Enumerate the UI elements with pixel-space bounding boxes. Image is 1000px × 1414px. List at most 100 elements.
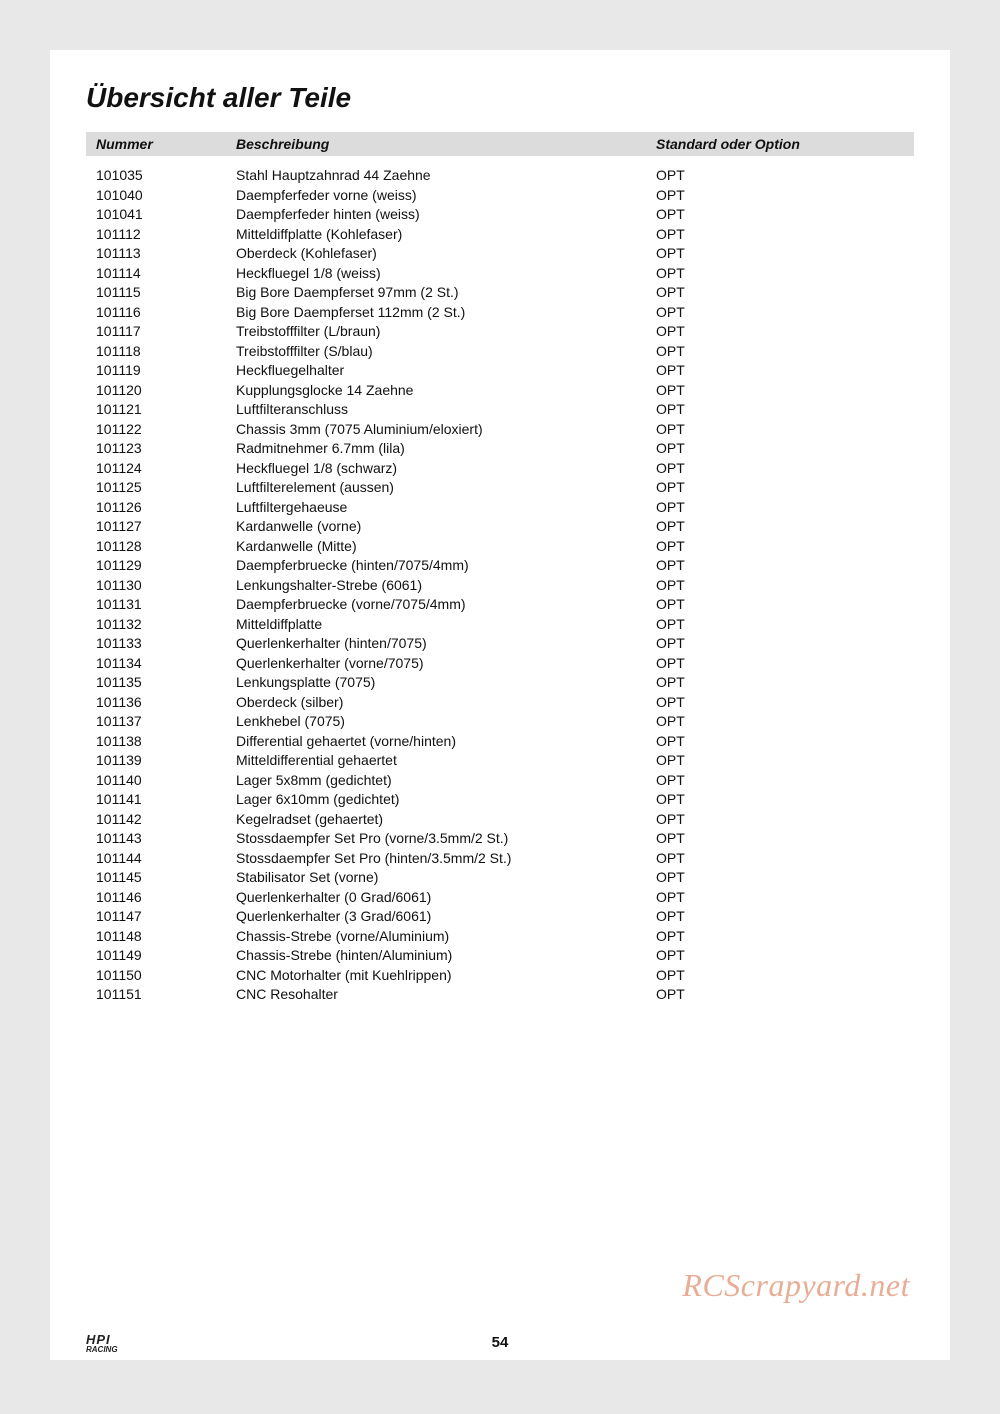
table-row: 101114Heckfluegel 1/8 (weiss)OPT [86, 264, 914, 284]
cell-nummer: 101118 [86, 342, 236, 362]
cell-beschreibung: Heckfluegelhalter [236, 361, 656, 381]
cell-option: OPT [656, 595, 906, 615]
table-row: 101151CNC ResohalterOPT [86, 985, 914, 1005]
cell-option: OPT [656, 810, 906, 830]
cell-beschreibung: Kardanwelle (Mitte) [236, 537, 656, 557]
cell-option: OPT [656, 381, 906, 401]
cell-beschreibung: Chassis-Strebe (vorne/Aluminium) [236, 927, 656, 947]
cell-option: OPT [656, 186, 906, 206]
brand-logo: HPI RACING [86, 1332, 118, 1354]
cell-nummer: 101134 [86, 654, 236, 674]
cell-option: OPT [656, 576, 906, 596]
cell-beschreibung: Kegelradset (gehaertet) [236, 810, 656, 830]
cell-beschreibung: Differential gehaertet (vorne/hinten) [236, 732, 656, 752]
cell-nummer: 101127 [86, 517, 236, 537]
cell-option: OPT [656, 829, 906, 849]
cell-option: OPT [656, 654, 906, 674]
cell-nummer: 101035 [86, 166, 236, 186]
table-row: 101146Querlenkerhalter (0 Grad/6061)OPT [86, 888, 914, 908]
table-row: 101041Daempferfeder hinten (weiss)OPT [86, 205, 914, 225]
cell-option: OPT [656, 868, 906, 888]
cell-nummer: 101132 [86, 615, 236, 635]
cell-nummer: 101130 [86, 576, 236, 596]
cell-beschreibung: Chassis-Strebe (hinten/Aluminium) [236, 946, 656, 966]
table-row: 101126LuftfiltergehaeuseOPT [86, 498, 914, 518]
cell-beschreibung: Oberdeck (silber) [236, 693, 656, 713]
table-row: 101125Luftfilterelement (aussen)OPT [86, 478, 914, 498]
cell-nummer: 101142 [86, 810, 236, 830]
header-nummer: Nummer [86, 136, 236, 152]
cell-beschreibung: Mitteldifferential gehaertet [236, 751, 656, 771]
cell-nummer: 101141 [86, 790, 236, 810]
content-area: Übersicht aller Teile Nummer Beschreibun… [50, 50, 950, 1005]
cell-option: OPT [656, 888, 906, 908]
table-row: 101133Querlenkerhalter (hinten/7075)OPT [86, 634, 914, 654]
cell-option: OPT [656, 205, 906, 225]
cell-beschreibung: Big Bore Daempferset 97mm (2 St.) [236, 283, 656, 303]
cell-beschreibung: Oberdeck (Kohlefaser) [236, 244, 656, 264]
cell-option: OPT [656, 946, 906, 966]
cell-option: OPT [656, 478, 906, 498]
cell-nummer: 101115 [86, 283, 236, 303]
cell-beschreibung: Daempferfeder hinten (weiss) [236, 205, 656, 225]
table-row: 101129Daempferbruecke (hinten/7075/4mm)O… [86, 556, 914, 576]
cell-beschreibung: Big Bore Daempferset 112mm (2 St.) [236, 303, 656, 323]
cell-beschreibung: Heckfluegel 1/8 (weiss) [236, 264, 656, 284]
cell-beschreibung: Stabilisator Set (vorne) [236, 868, 656, 888]
cell-nummer: 101140 [86, 771, 236, 791]
cell-nummer: 101136 [86, 693, 236, 713]
cell-nummer: 101138 [86, 732, 236, 752]
table-row: 101113Oberdeck (Kohlefaser)OPT [86, 244, 914, 264]
table-row: 101112Mitteldiffplatte (Kohlefaser)OPT [86, 225, 914, 245]
cell-option: OPT [656, 361, 906, 381]
table-row: 101120Kupplungsglocke 14 ZaehneOPT [86, 381, 914, 401]
cell-option: OPT [656, 849, 906, 869]
cell-nummer: 101113 [86, 244, 236, 264]
table-row: 101142Kegelradset (gehaertet)OPT [86, 810, 914, 830]
cell-beschreibung: Querlenkerhalter (0 Grad/6061) [236, 888, 656, 908]
cell-beschreibung: Luftfilterelement (aussen) [236, 478, 656, 498]
cell-beschreibung: Chassis 3mm (7075 Aluminium/eloxiert) [236, 420, 656, 440]
cell-option: OPT [656, 790, 906, 810]
table-header-row: Nummer Beschreibung Standard oder Option [86, 132, 914, 156]
cell-option: OPT [656, 751, 906, 771]
cell-nummer: 101129 [86, 556, 236, 576]
cell-nummer: 101145 [86, 868, 236, 888]
table-row: 101138Differential gehaertet (vorne/hint… [86, 732, 914, 752]
cell-option: OPT [656, 556, 906, 576]
table-row: 101136Oberdeck (silber)OPT [86, 693, 914, 713]
table-row: 101135Lenkungsplatte (7075)OPT [86, 673, 914, 693]
cell-nummer: 101143 [86, 829, 236, 849]
cell-beschreibung: Radmitnehmer 6.7mm (lila) [236, 439, 656, 459]
cell-nummer: 101117 [86, 322, 236, 342]
cell-option: OPT [656, 517, 906, 537]
table-row: 101123Radmitnehmer 6.7mm (lila)OPT [86, 439, 914, 459]
table-row: 101143Stossdaempfer Set Pro (vorne/3.5mm… [86, 829, 914, 849]
cell-option: OPT [656, 732, 906, 752]
cell-beschreibung: Luftfilteranschluss [236, 400, 656, 420]
page-sheet: Übersicht aller Teile Nummer Beschreibun… [50, 50, 950, 1360]
cell-beschreibung: CNC Motorhalter (mit Kuehlrippen) [236, 966, 656, 986]
cell-beschreibung: Daempferbruecke (hinten/7075/4mm) [236, 556, 656, 576]
cell-option: OPT [656, 771, 906, 791]
cell-option: OPT [656, 166, 906, 186]
cell-nummer: 101128 [86, 537, 236, 557]
cell-beschreibung: Lenkungsplatte (7075) [236, 673, 656, 693]
cell-nummer: 101124 [86, 459, 236, 479]
table-row: 101141Lager 6x10mm (gedichtet)OPT [86, 790, 914, 810]
cell-beschreibung: Lenkungshalter-Strebe (6061) [236, 576, 656, 596]
cell-option: OPT [656, 322, 906, 342]
cell-option: OPT [656, 244, 906, 264]
table-row: 101122Chassis 3mm (7075 Aluminium/eloxie… [86, 420, 914, 440]
cell-beschreibung: Lenkhebel (7075) [236, 712, 656, 732]
cell-option: OPT [656, 985, 906, 1005]
cell-nummer: 101116 [86, 303, 236, 323]
table-row: 101131Daempferbruecke (vorne/7075/4mm)OP… [86, 595, 914, 615]
table-row: 101119HeckfluegelhalterOPT [86, 361, 914, 381]
table-row: 101139Mitteldifferential gehaertetOPT [86, 751, 914, 771]
cell-nummer: 101150 [86, 966, 236, 986]
cell-beschreibung: Querlenkerhalter (3 Grad/6061) [236, 907, 656, 927]
page-title: Übersicht aller Teile [86, 82, 914, 114]
table-row: 101137Lenkhebel (7075)OPT [86, 712, 914, 732]
cell-nummer: 101147 [86, 907, 236, 927]
